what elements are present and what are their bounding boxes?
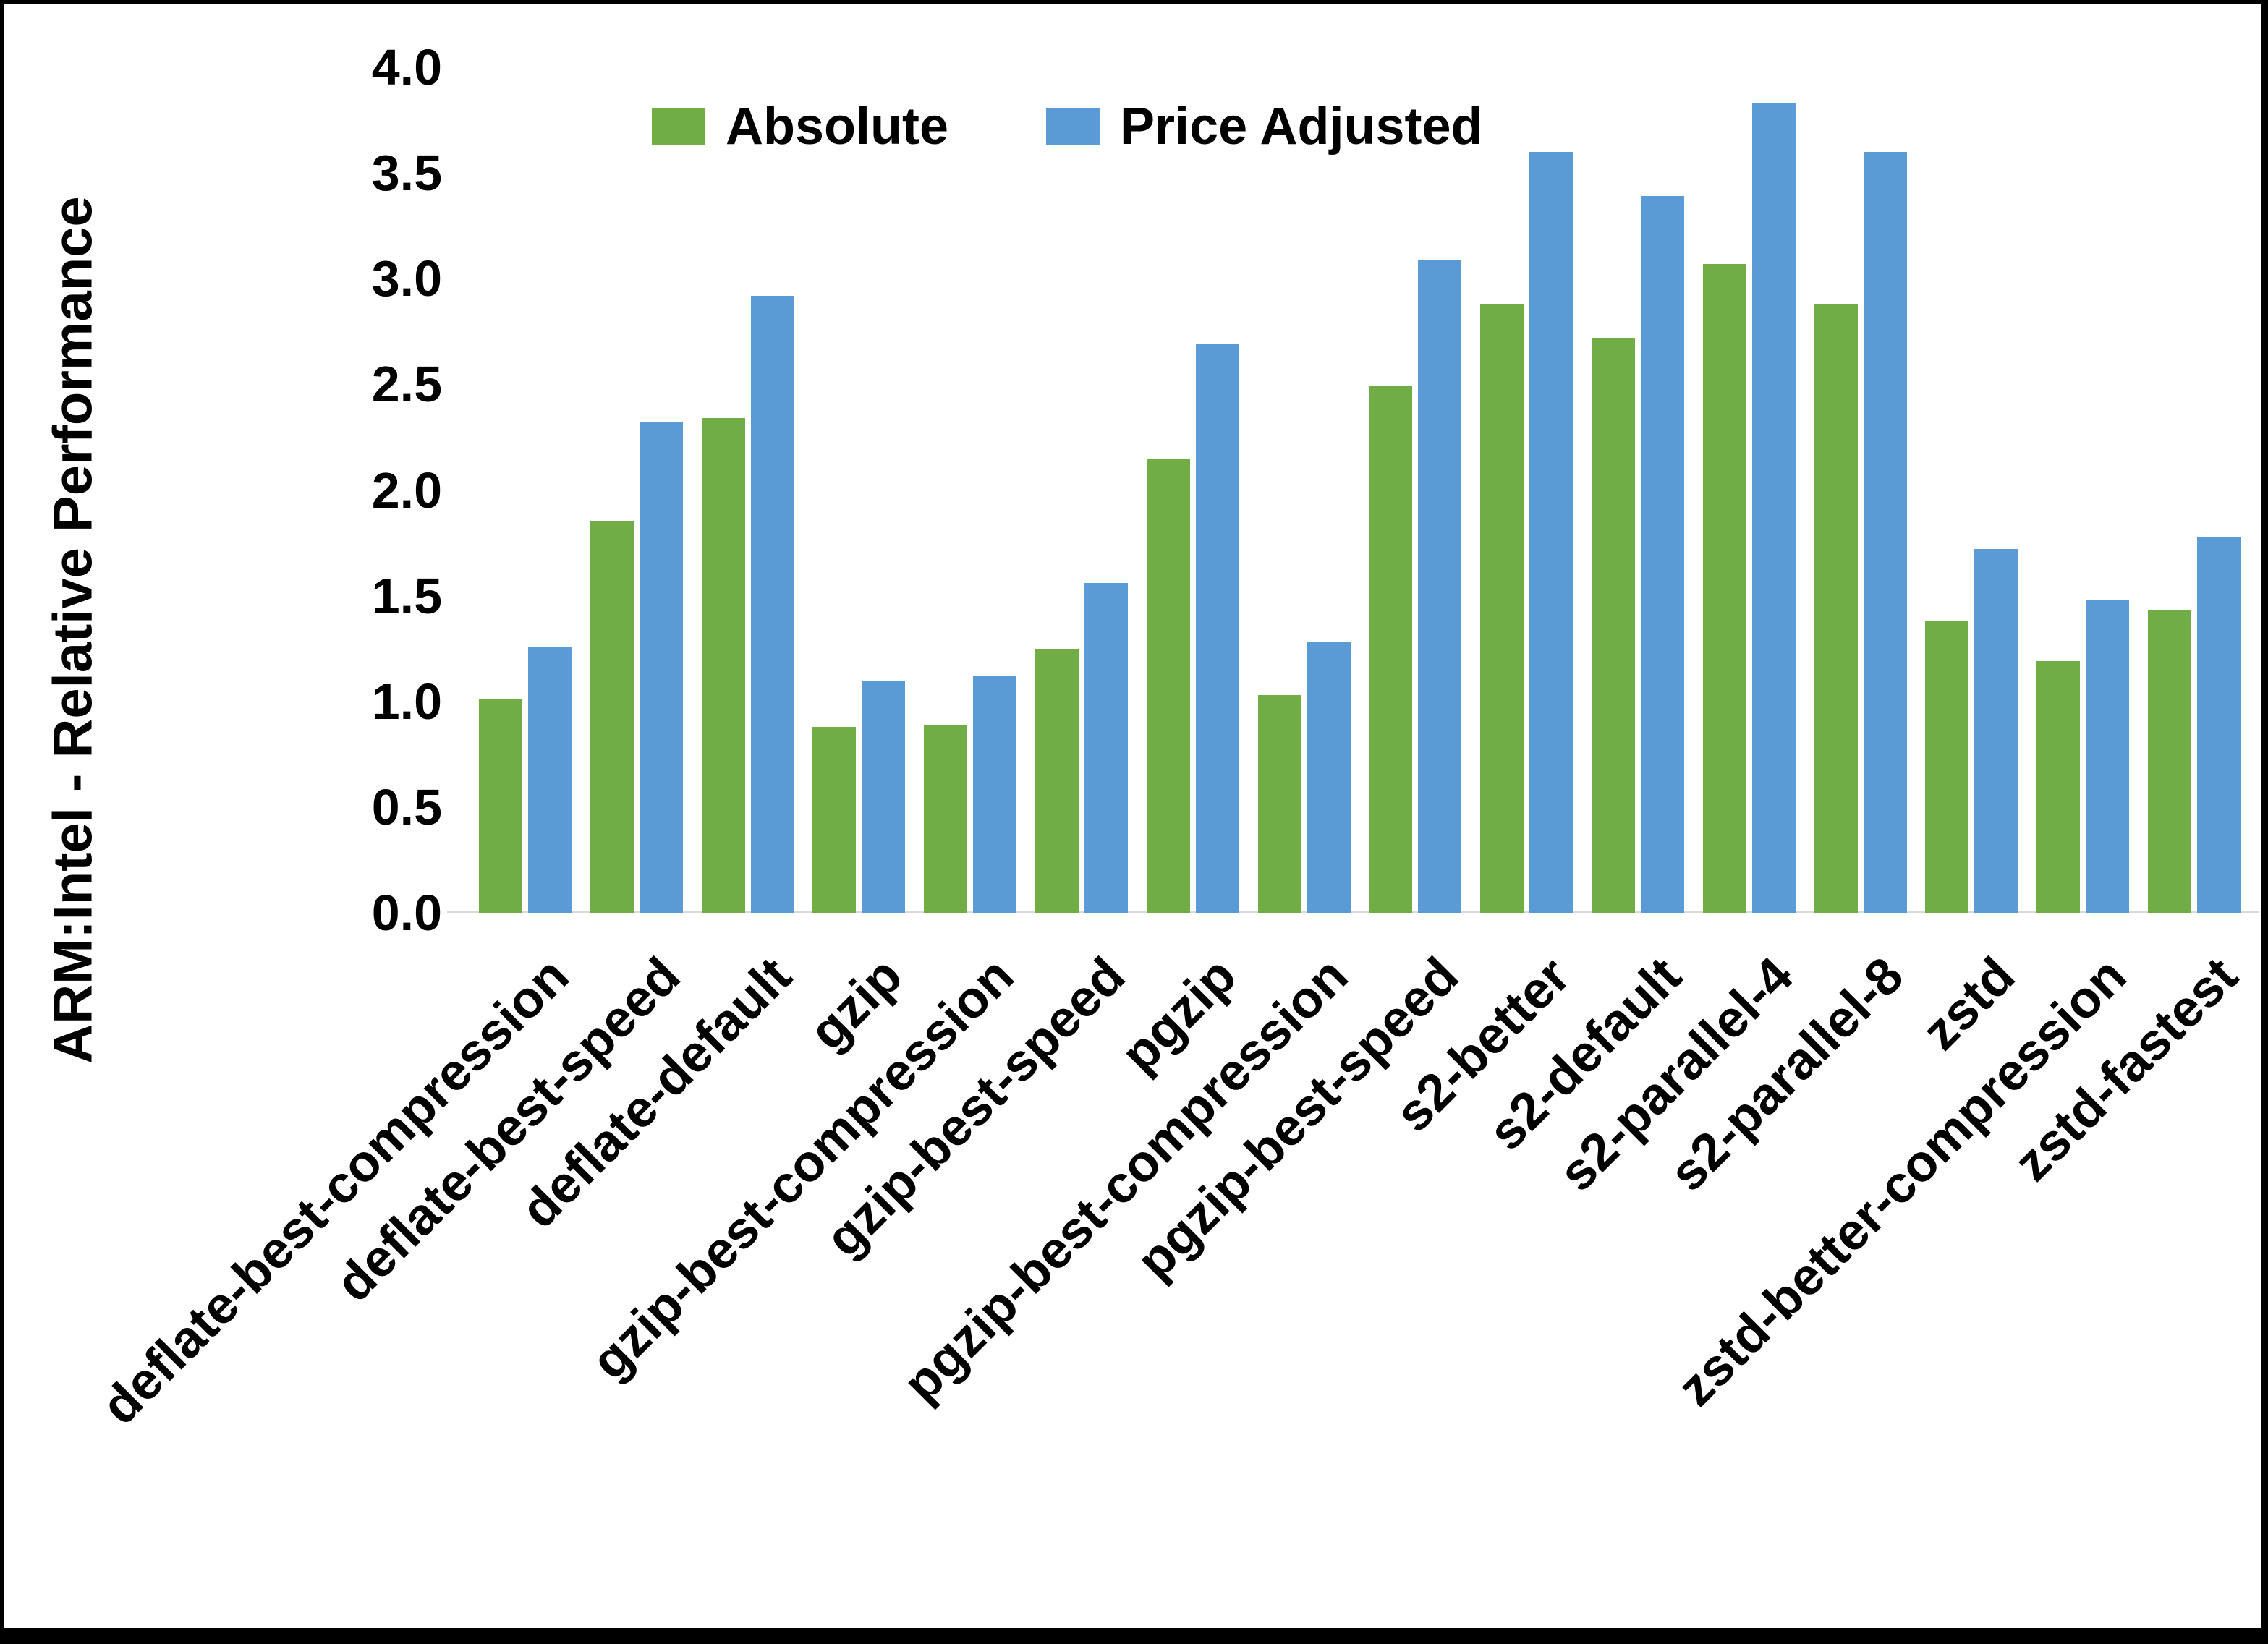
bar-price-adjusted <box>1752 103 1796 913</box>
y-tick-label: 1.0 <box>371 673 442 730</box>
legend-swatch-absolute <box>652 108 705 145</box>
bar-price-adjusted <box>528 647 572 913</box>
legend-swatch-price-adjusted <box>1046 108 1100 145</box>
bar-absolute <box>2148 610 2191 913</box>
bar-absolute <box>702 418 745 913</box>
bar-absolute <box>1258 695 1301 913</box>
bar-price-adjusted <box>1307 642 1351 913</box>
legend-label: Price Adjusted <box>1120 98 1483 156</box>
bar-price-adjusted <box>2197 537 2241 913</box>
legend-item-price-adjusted: Price Adjusted <box>1046 97 1482 156</box>
y-tick-label: 0.0 <box>371 885 442 941</box>
y-tick-label: 2.5 <box>371 356 442 413</box>
bar-price-adjusted <box>751 296 794 913</box>
bar-absolute <box>1369 386 1412 913</box>
bar-absolute <box>1925 621 1968 913</box>
y-axis-title: ARM:Intel - Relative Performance <box>42 196 104 1064</box>
bar-price-adjusted <box>973 676 1016 913</box>
bar-price-adjusted <box>1974 549 2018 913</box>
bar-absolute <box>1814 304 1858 913</box>
bar-price-adjusted <box>1529 152 1573 913</box>
y-tick-label: 0.5 <box>371 778 442 835</box>
bar-price-adjusted <box>862 681 905 913</box>
y-tick-label: 1.5 <box>371 567 442 624</box>
bar-absolute <box>1480 304 1524 913</box>
bar-price-adjusted <box>2086 600 2129 913</box>
bar-price-adjusted <box>1864 152 1907 913</box>
bar-price-adjusted <box>1641 196 1684 913</box>
legend-item-absolute: Absolute <box>652 97 948 156</box>
y-tick-label: 3.5 <box>371 145 442 202</box>
bar-absolute <box>590 521 634 913</box>
y-tick-label: 3.0 <box>371 250 442 307</box>
bar-absolute <box>1035 649 1079 913</box>
x-axis-line <box>447 911 2259 913</box>
bar-price-adjusted <box>1418 260 1461 913</box>
legend: Absolute Price Adjusted <box>652 97 1482 156</box>
bar-absolute <box>1592 338 1635 913</box>
bar-absolute <box>2036 661 2080 913</box>
bar-absolute <box>1703 264 1746 913</box>
bar-price-adjusted <box>1196 344 1239 913</box>
legend-label: Absolute <box>726 98 949 156</box>
bar-absolute <box>479 699 522 913</box>
x-category-label: deflate-best-compression <box>90 946 580 1436</box>
bar-price-adjusted <box>1084 583 1128 913</box>
y-tick-label: 4.0 <box>371 39 442 95</box>
bar-absolute <box>1147 459 1190 913</box>
bar-absolute <box>812 727 856 913</box>
bar-absolute <box>924 725 967 913</box>
bar-price-adjusted <box>640 422 683 913</box>
y-tick-label: 2.0 <box>371 461 442 519</box>
